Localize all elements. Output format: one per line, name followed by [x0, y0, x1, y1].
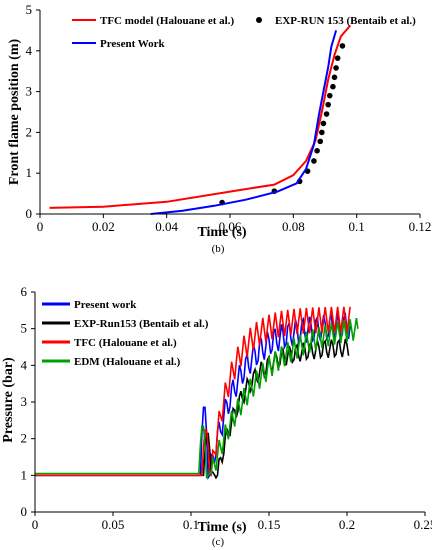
chart-c-xtick-label: 0.05: [102, 517, 125, 532]
chart-b-xtick-label: 0.08: [282, 219, 305, 234]
chart-c-xtick-label: 0: [32, 517, 39, 532]
point-exp-run-153-bentaib-et-al: [339, 43, 346, 49]
series-line-tfc-halouane-et-al: [35, 306, 351, 477]
chart-b-ytick-label: 3: [26, 84, 33, 99]
legend-swatch-exp-run-153: [256, 17, 262, 23]
chart-c-xtick-label: 0.15: [258, 517, 281, 532]
point-exp-run-153-bentaib-et-al: [317, 138, 324, 145]
chart-c-ytick-label: 6: [21, 284, 28, 299]
chart-c-ylabel: Pressure (bar): [1, 357, 16, 443]
chart-c-xtick-label: 0.2: [339, 517, 355, 532]
chart-c-ytick-label: 2: [21, 431, 28, 446]
chart-b-xtick-label: 0.02: [92, 219, 115, 234]
point-exp-run-153-bentaib-et-al: [320, 120, 327, 127]
chart-b-caption: (b): [212, 243, 225, 255]
chart-b-ylabel: Front flame position (m): [7, 38, 22, 185]
chart-c-ytick-label: 5: [21, 321, 28, 336]
chart-c-xtick-label: 0.1: [183, 517, 199, 532]
chart-b: 0 1 2 3 4 5 0 0.02 0.04 0.06 0.08 0.1 0.12 Time (s)…: [7, 2, 431, 255]
chart-c-xtick-label: 0.25: [414, 517, 432, 532]
point-exp-run-153-bentaib-et-al: [325, 101, 331, 108]
chart-b-xtick-label: 0.06: [219, 219, 242, 234]
chart-c: 0 1 2 3 4 5 6 0 0.05 0.1 0.15 0.2 0.25 Time (s) Pre…: [1, 284, 432, 548]
chart-b-xtick-label: 0.04: [155, 219, 178, 234]
point-exp-run-153-bentaib-et-al: [333, 65, 339, 71]
series-line-present-work: [150, 30, 338, 215]
legend-label-tfc-model: TFC model (Halouane et al.): [100, 15, 234, 27]
point-exp-run-153-bentaib-et-al: [330, 83, 336, 90]
chart-b-ytick-label: 1: [26, 165, 33, 180]
point-exp-run-153-bentaib-et-al: [323, 111, 330, 117]
chart-b-ytick-label: 4: [26, 43, 33, 58]
chart-b-ytick-label: 2: [26, 124, 33, 139]
legend-label-present-work: Present Work: [100, 38, 166, 50]
point-exp-run-153-bentaib-et-al: [331, 74, 338, 81]
legend-label-exp-run-153: EXP-RUN 153 (Bentaib et al.): [275, 15, 416, 27]
chart-c-ytick-label: 4: [21, 357, 28, 372]
chart-c-xlabel: Time (s): [197, 520, 246, 535]
point-exp-run-153-bentaib-et-al: [319, 129, 325, 136]
chart-b-xtick-label: 0.1: [349, 219, 365, 234]
chart-c-ytick-label: 0: [21, 504, 28, 519]
legend-label-exp-run153: EXP-Run153 (Bentaib et al.): [74, 318, 209, 330]
chart-b-ytick-label: 0: [26, 206, 33, 221]
chart-c-ytick-label: 1: [21, 467, 28, 482]
legend-label-tfc: TFC (Halouane et al.): [74, 337, 177, 349]
legend-label-edm: EDM (Halouane et al.): [74, 356, 181, 368]
legend-label-present-work-c: Present work: [74, 299, 137, 311]
point-exp-run-153-bentaib-et-al: [314, 147, 320, 154]
series-line-edm-halouane-et-al: [35, 317, 359, 479]
series-line-tfc-model-halouane-et-al: [49, 24, 352, 209]
point-exp-run-153-bentaib-et-al: [334, 55, 341, 61]
chart-b-xtick-label: 0: [37, 219, 44, 234]
point-exp-run-153-bentaib-et-al: [326, 92, 333, 99]
chart-c-ytick-label: 3: [21, 394, 28, 409]
chart-b-xlabel: Time (s): [197, 225, 246, 240]
chart-b-ytick-label: 5: [26, 2, 33, 17]
point-exp-run-153-bentaib-et-al: [311, 158, 317, 164]
chart-c-caption: (c): [212, 536, 225, 548]
chart-b-xtick-label: 0.12: [409, 219, 432, 234]
